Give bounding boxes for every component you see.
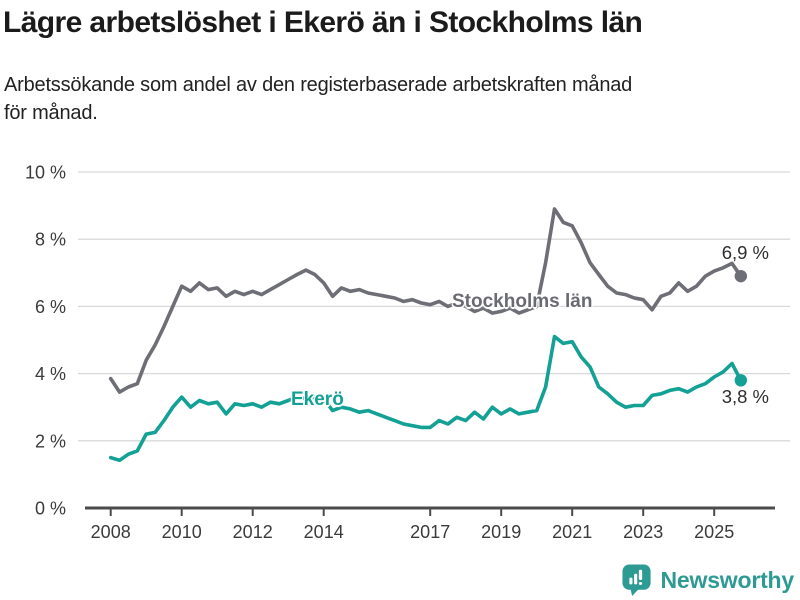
chart-subtitle-line-2: för månad. (4, 102, 98, 124)
x-axis-label: 2017 (410, 522, 450, 542)
y-axis-label: 0 % (35, 499, 66, 519)
x-axis-label: 2008 (91, 522, 131, 542)
y-axis-label: 4 % (35, 364, 66, 384)
chart-title: Lägre arbetslöshet i Ekerö än i Stockhol… (3, 6, 643, 39)
series-end-dot-ekero (734, 374, 748, 387)
x-axis-label: 2023 (623, 522, 663, 542)
chart-subtitle: Arbetssökande som andel av den registerb… (4, 71, 632, 127)
series-line-ekero (108, 334, 743, 463)
newsworthy-bubble-chart-icon (621, 564, 651, 597)
x-axis-label: 2021 (552, 522, 592, 542)
end-value-label-stockholms-lan: 6,9 % (721, 242, 769, 263)
x-axis-label: 2025 (694, 522, 734, 542)
end-value-label-ekero: 3,8 % (721, 386, 769, 407)
x-axis-label: 2014 (304, 522, 344, 542)
series-label-ekero: Ekerö (291, 389, 344, 410)
x-axis-label: 2019 (481, 522, 521, 542)
series-line-stockholms-lan (108, 207, 743, 394)
newsworthy-wordmark: Newsworthy (660, 566, 795, 593)
x-axis-label: 2012 (233, 522, 273, 542)
y-axis-label: 8 % (35, 230, 66, 250)
x-axis-label: 2010 (162, 522, 202, 542)
newsworthy-logo: Newsworthy (621, 563, 794, 597)
y-axis-label: 6 % (35, 297, 66, 317)
series-end-dot-stockholms-lan (734, 269, 748, 283)
series-label-stockholms-lan: Stockholms län (452, 291, 593, 312)
chart-subtitle-line-1: Arbetssökande som andel av den registerb… (4, 74, 633, 96)
y-axis-label: 2 % (35, 431, 66, 451)
y-axis-label: 10 % (25, 163, 66, 183)
